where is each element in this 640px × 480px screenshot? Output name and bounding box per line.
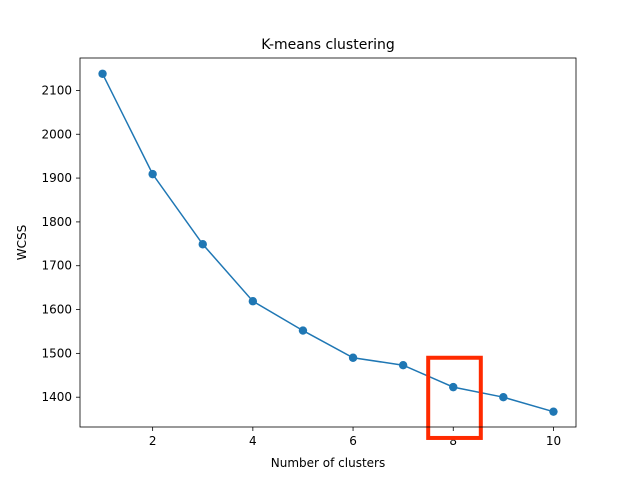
data-point: [298, 326, 308, 335]
data-point: [398, 361, 408, 370]
plot-area: [80, 58, 576, 427]
chart-title: K-means clustering: [261, 37, 394, 53]
highlight-box: [426, 355, 483, 440]
x-tick-label: 8: [449, 434, 457, 448]
data-point: [449, 382, 458, 392]
series-layer: [98, 69, 558, 416]
series-line: [101, 73, 554, 413]
data-point: [148, 169, 157, 179]
x-axis: 2 4 6 8 10: [149, 427, 561, 448]
y-axis-label: WCSS: [15, 225, 29, 260]
y-tick-label: 2000: [41, 127, 72, 141]
data-point: [549, 407, 558, 416]
x-tick-label: 10: [546, 434, 561, 448]
data-point: [98, 69, 107, 78]
annotation-layer: [426, 355, 483, 440]
data-point: [198, 240, 207, 249]
y-tick-label: 1900: [41, 171, 72, 185]
data-point: [348, 353, 358, 362]
data-point: [499, 392, 508, 402]
y-tick-label: 1600: [41, 303, 72, 317]
x-axis-label: Number of clusters: [271, 456, 385, 470]
x-tick-label: 2: [149, 434, 157, 448]
x-tick-label: 4: [249, 434, 257, 448]
y-tick-label: 1700: [41, 259, 72, 273]
plot-background: [80, 58, 576, 427]
y-tick-label: 1500: [41, 346, 72, 360]
y-axis: 1400 1500 1600 1700 1800 1900 2000 2100: [41, 83, 80, 404]
y-tick-label: 2100: [41, 83, 72, 97]
x-tick-label: 6: [349, 434, 357, 448]
y-tick-label: 1800: [41, 215, 72, 229]
data-point: [248, 297, 258, 306]
y-tick-label: 1400: [41, 390, 72, 404]
plot-frame: [79, 57, 577, 428]
